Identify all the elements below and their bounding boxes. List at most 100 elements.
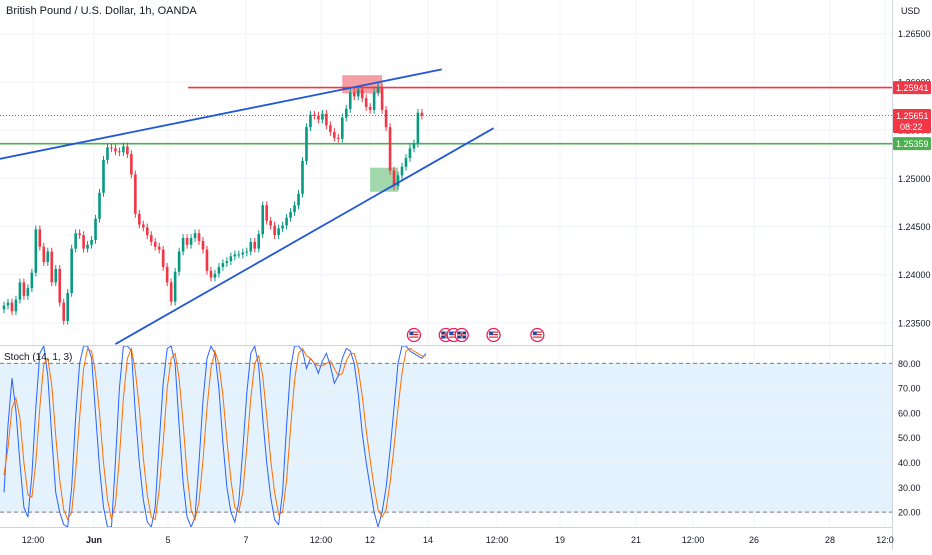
price-tick-label: 1.24000 [898,270,931,280]
candle-body [193,233,197,239]
candle-body [110,147,113,149]
flag-stripe [532,334,542,336]
level-price-badge [893,137,931,151]
level-price-badge-text: 1.25359 [896,139,929,149]
candle-body [368,106,372,110]
candle-body [98,192,101,219]
candle-body [225,261,229,264]
candle-body [114,148,117,152]
candle-body [145,227,149,236]
us-flag-icon[interactable] [406,327,422,343]
candle-body [46,251,50,263]
candle-body [317,115,320,120]
candle-body [122,146,125,153]
flag-stripe [532,336,542,338]
candle-body [400,166,404,176]
us-flag-icon[interactable] [486,327,501,343]
candle-body [348,92,352,109]
candle-body [6,302,10,306]
stoch-tick-label: 20.00 [898,508,921,518]
supply-zone[interactable] [342,75,383,94]
candle-body [134,174,137,214]
candle-body [372,92,376,110]
candle-body [297,193,300,206]
candle-body [325,113,328,126]
candle-body [181,238,185,252]
candle-body [213,273,217,278]
last-price-badge-text: 1.25651 [896,111,929,121]
stoch-tick-label: 80.00 [898,359,921,369]
candle-body [281,225,284,229]
candle-body [2,305,6,310]
candle-body [70,248,73,293]
stoch-indicator-title[interactable]: Stoch (14, 1, 3) [4,352,73,363]
time-tick-label: 12:0 [876,535,894,545]
symbol-title: British Pound / U.S. Dollar, 1h, OANDA [6,5,197,17]
upper-trendline[interactable] [0,68,442,162]
candle-body [173,271,177,302]
candle-body [34,229,38,273]
candle-body [341,117,344,139]
candle-body [38,229,42,247]
candle-body [54,268,58,283]
us-flag-icon[interactable] [530,327,545,343]
last-price-badge [893,109,931,134]
time-tick-label: 12 [365,535,375,545]
candle-body [177,251,181,272]
stoch-tick-label: 30.00 [898,483,921,493]
candle-body [301,160,304,194]
stoch-tick-label: 50.00 [898,433,921,443]
candle-body [249,241,253,252]
candle-body [118,151,121,153]
gb-flag-icon[interactable] [454,327,469,343]
candle-body [201,240,205,250]
candle-body [309,114,312,128]
candle-body [376,86,380,93]
candle-body [329,125,332,133]
flag-stripe [489,331,499,333]
time-tick-label: 12:00 [22,535,45,545]
candle-body [313,114,316,116]
candle-body [126,146,129,155]
flag-stripe [449,334,459,336]
candle-body [217,266,221,274]
candle-body [138,213,141,225]
time-tick-label: 21 [631,535,641,545]
candle-body [209,270,213,278]
price-tick-label: 1.26500 [898,29,931,39]
candle-body [305,127,308,161]
stoch-tick-label: 70.00 [898,384,921,394]
flag-stripe [489,334,499,336]
candle-body [380,86,384,110]
flag-cross-red [445,331,447,339]
candle-body [10,302,14,312]
candle-body [197,233,201,241]
candle-body [30,272,34,289]
time-tick-label: Jun [86,535,102,545]
candle-body [396,175,400,186]
candle-body [392,170,396,186]
lower-trendline[interactable] [114,127,494,345]
flag-canton [409,331,414,335]
candle-body [42,246,46,263]
candle-body [364,98,368,107]
last-price-badge-countdown: 08:22 [900,122,923,132]
time-tick-label: 7 [243,535,248,545]
candle-body [277,228,280,236]
candle-body [285,217,288,226]
candle-body [269,220,272,226]
candle-body [78,233,81,236]
candle-body [102,159,105,193]
candle-body [352,92,356,97]
candle-body [165,266,169,283]
time-tick-label: 14 [423,535,433,545]
candle-body [404,158,408,167]
candle-body [153,241,157,247]
flag-stripe [409,336,419,338]
flag-canton [489,331,494,335]
stoch-tick-label: 40.00 [898,458,921,468]
candle-body [388,127,392,171]
candle-body [74,233,77,249]
